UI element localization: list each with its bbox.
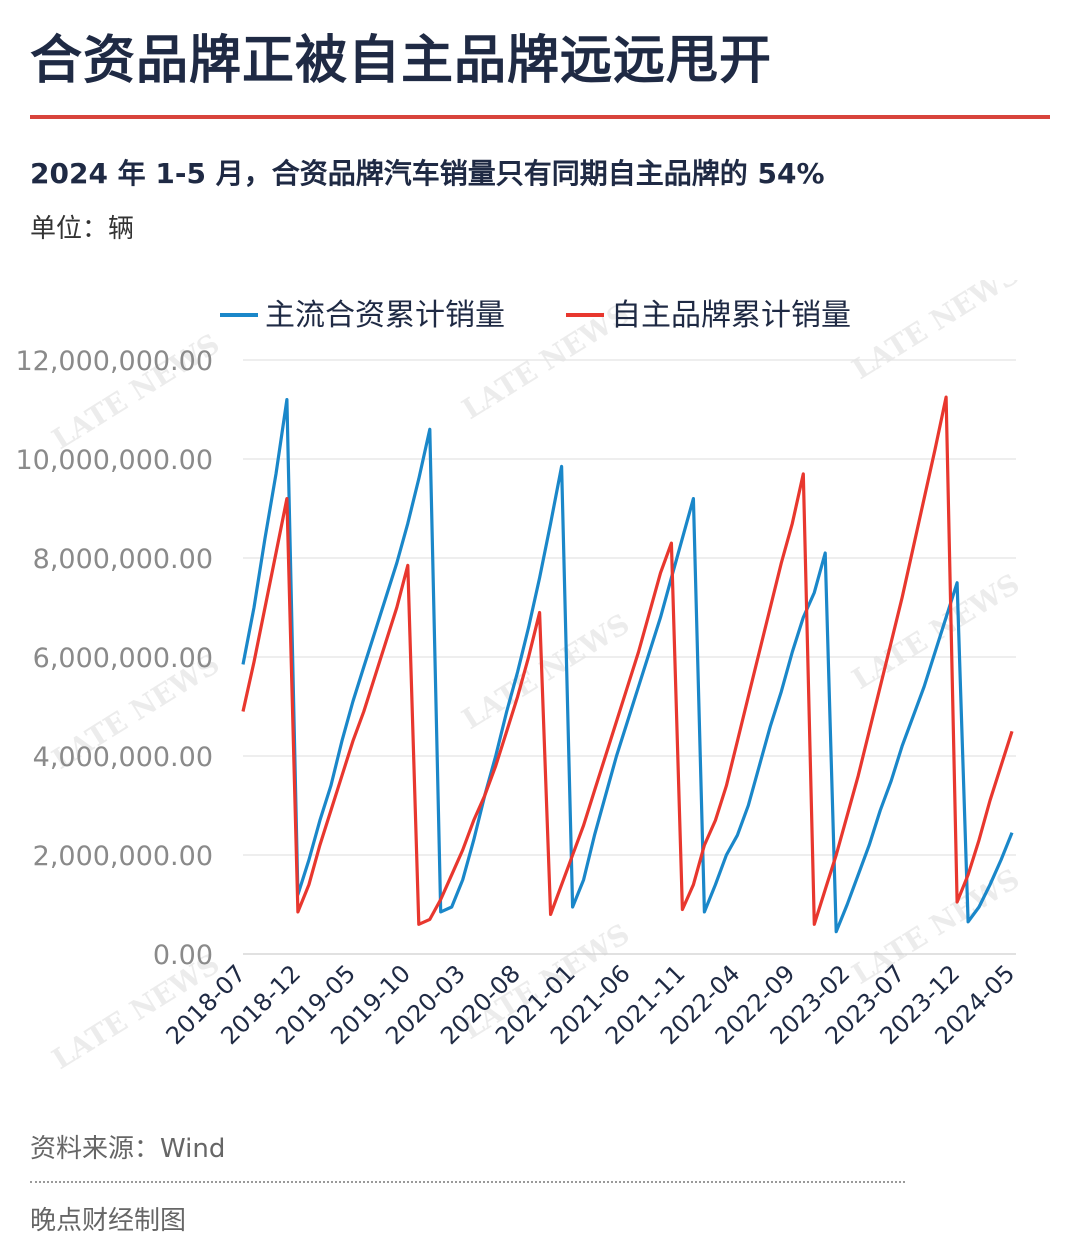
watermark-text: LATE NEWS xyxy=(846,280,1025,386)
series-line-1 xyxy=(241,398,1014,934)
legend-label: 主流合资累计销量 xyxy=(265,298,505,333)
x-axis-tick-labels: 2018-072018-122019-052019-102020-032020-… xyxy=(161,959,1021,1050)
series-line-2 xyxy=(241,395,1014,926)
y-tick-label: 10,000,000.00 xyxy=(15,445,213,476)
y-tick-label: 8,000,000.00 xyxy=(33,544,213,575)
y-tick-label: 6,000,000.00 xyxy=(33,643,213,674)
y-tick-label: 12,000,000.00 xyxy=(15,346,213,377)
footer-divider xyxy=(30,1181,905,1183)
watermark-text: LATE NEWS xyxy=(456,607,635,736)
y-tick-label: 2,000,000.00 xyxy=(33,841,213,872)
data-source: 资料来源：Wind xyxy=(30,1134,226,1164)
chart-credit: 晚点财经制图 xyxy=(30,1206,187,1236)
watermark-text: LATE NEWS xyxy=(846,567,1025,696)
y-gridlines xyxy=(243,359,1016,955)
title-divider xyxy=(30,115,1050,119)
y-tick-label: 0.00 xyxy=(153,940,213,971)
y-tick-label: 4,000,000.00 xyxy=(33,742,213,773)
legend-label: 自主品牌累计销量 xyxy=(611,298,851,333)
chart-legend: 主流合资累计销量 自主品牌累计销量 xyxy=(220,298,851,333)
unit-label: 单位：辆 xyxy=(30,214,135,244)
chart-title: 合资品牌正被自主品牌远远甩开 xyxy=(30,31,773,91)
chart-subtitle: 2024 年 1-5 月，合资品牌汽车销量只有同期自主品牌的 54% xyxy=(30,157,825,190)
series-lines xyxy=(241,395,1014,934)
y-axis-tick-labels: 0.00 2,000,000.00 4,000,000.00 6,000,000.00… xyxy=(15,346,213,971)
